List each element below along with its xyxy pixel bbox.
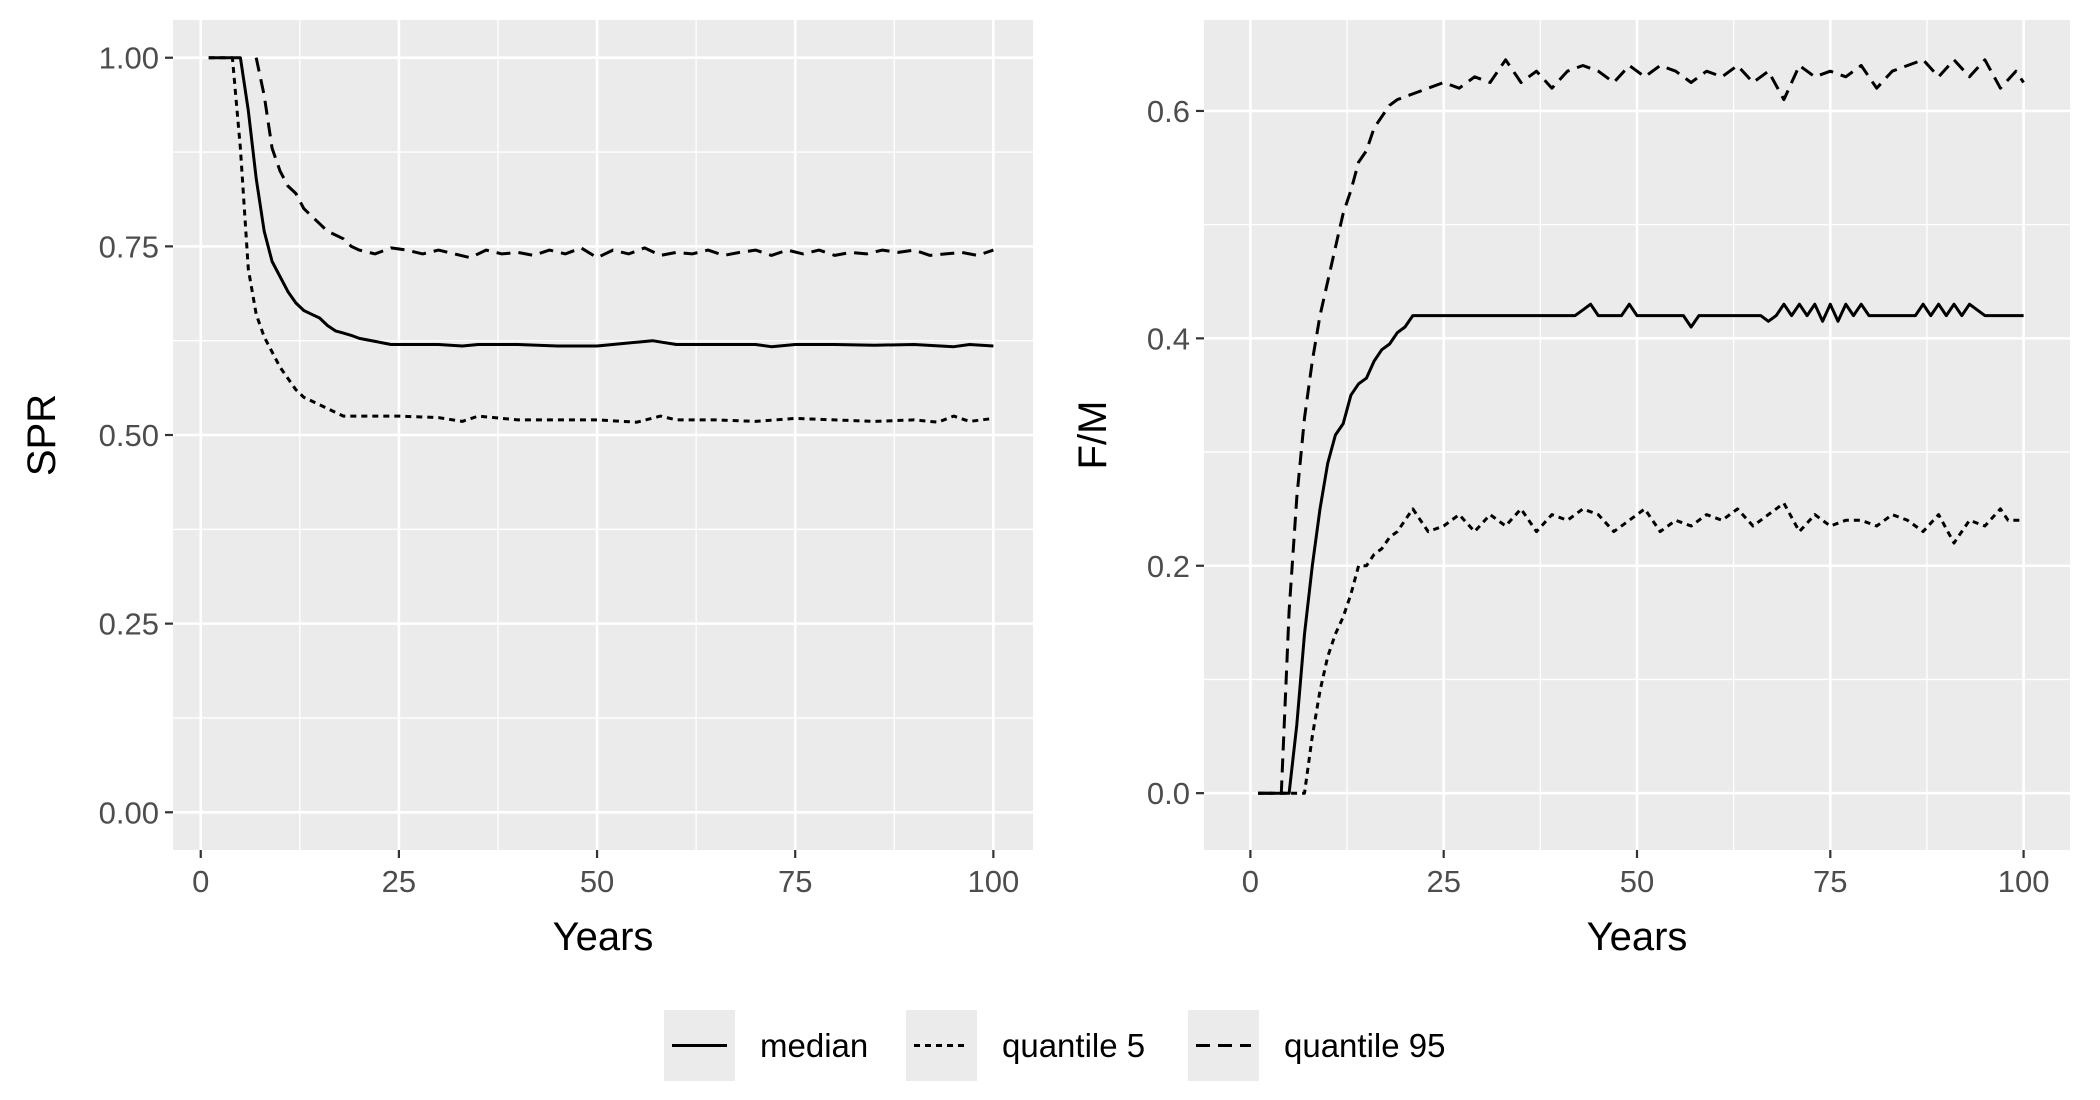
x-tick-label: 0	[1242, 864, 1259, 899]
series-line-quantile-5	[208, 56, 994, 424]
legend-label: median	[760, 1027, 868, 1064]
y-tick-label: 0.4	[1147, 321, 1190, 356]
x-tick-label: 75	[778, 864, 812, 899]
y-tick-label: 0.6	[1147, 94, 1190, 129]
y-axis-title: F/M	[1071, 401, 1115, 470]
x-tick-label: 75	[1813, 864, 1847, 899]
x-tick-label: 25	[382, 864, 416, 899]
series-line-quantile-95	[254, 57, 994, 260]
series-line-median	[208, 56, 994, 349]
spr-chart-panel: 0 25 50 75 100 0.00 0.25 0.50 0.75 1.00 Years SPR	[20, 20, 1033, 959]
series-line-quantile-95	[1258, 58, 2025, 795]
y-tick-label: 0.00	[99, 795, 159, 830]
x-tick-label: 25	[1426, 864, 1460, 899]
legend: median quantile 5 quantile 95	[664, 1010, 1445, 1081]
y-tick-label: 0.2	[1147, 549, 1190, 584]
legend-item-quantile-95: quantile 95	[1188, 1010, 1445, 1081]
x-axis-title: Years	[1587, 915, 1688, 959]
y-tick-label: 0.25	[99, 607, 159, 642]
legend-item-quantile-5: quantile 5	[906, 1010, 1145, 1081]
x-axis-title: Years	[553, 915, 654, 959]
legend-item-median: median	[664, 1010, 868, 1081]
fm-chart-panel: 0 25 50 75 100 0.0 0.2 0.4 0.6 Years F/M	[1071, 20, 2070, 959]
y-tick-label: 0.50	[99, 418, 159, 453]
x-tick-label: 100	[968, 864, 1020, 899]
x-tick-label: 100	[1998, 864, 2050, 899]
x-tick-label: 50	[1620, 864, 1654, 899]
legend-label: quantile 5	[1002, 1027, 1145, 1064]
y-tick-label: 0.75	[99, 229, 159, 264]
y-axis-title: SPR	[20, 394, 64, 476]
series-line-median	[1258, 302, 2024, 795]
x-tick-label: 0	[192, 864, 209, 899]
series-line-quantile-5	[1258, 501, 2024, 795]
x-tick-label: 50	[580, 864, 614, 899]
y-tick-label: 1.00	[99, 41, 159, 76]
legend-label: quantile 95	[1284, 1027, 1445, 1064]
y-tick-label: 0.0	[1147, 776, 1190, 811]
